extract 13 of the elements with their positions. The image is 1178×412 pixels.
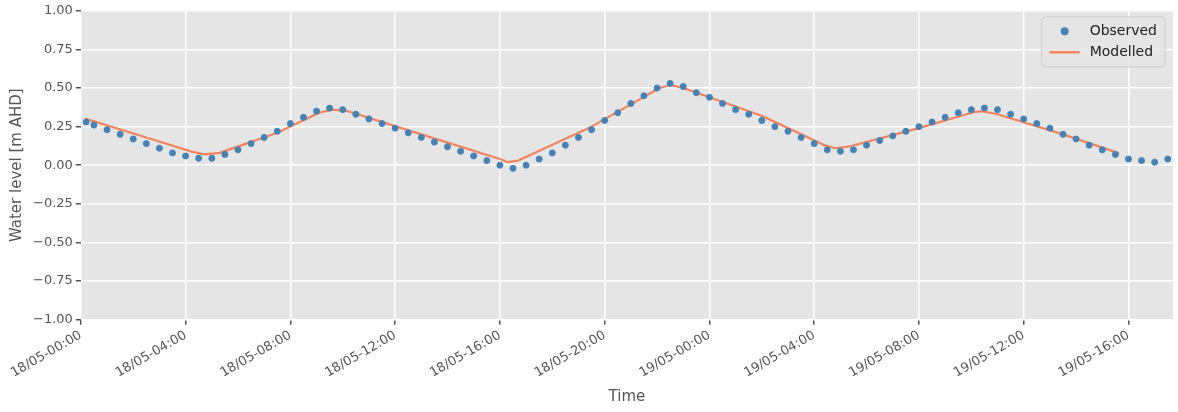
y-tick-label: −0.25 — [32, 195, 73, 211]
x-axis-title: Time — [607, 386, 646, 405]
y-tick-label: 0.50 — [43, 79, 73, 95]
y-tick-label: 0.00 — [43, 156, 73, 172]
y-tick-label: −0.75 — [32, 272, 73, 288]
legend-label: Modelled — [1089, 42, 1154, 59]
y-tick-label: −1.00 — [32, 311, 73, 327]
y-tick-label: −0.50 — [32, 233, 73, 249]
y-tick-label: 0.25 — [43, 118, 73, 134]
y-axis-title: Water level [m AHD] — [6, 88, 25, 243]
y-tick-label: 0.75 — [43, 40, 73, 56]
y-tick-label: 1.00 — [43, 2, 73, 18]
legend-label: Observed — [1089, 21, 1157, 38]
